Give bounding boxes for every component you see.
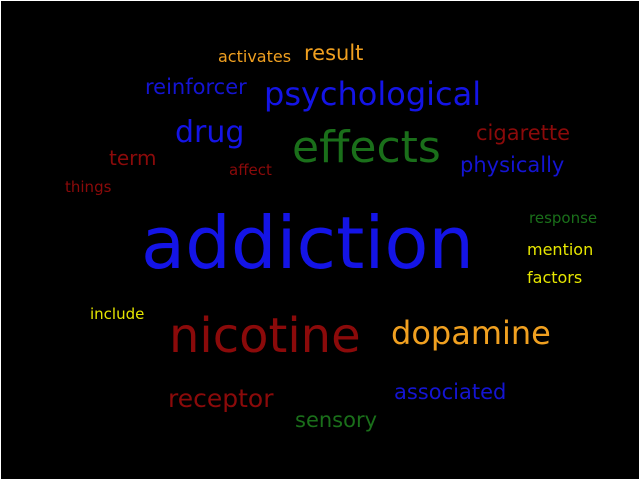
word-cigarette: cigarette [476, 121, 571, 145]
word-result: result [304, 41, 364, 65]
word-sensory: sensory [295, 408, 378, 432]
word-reinforcer: reinforcer [145, 75, 247, 99]
word-addiction: addiction [141, 201, 475, 285]
word-response: response [529, 209, 598, 227]
word-nicotine: nicotine [169, 308, 361, 364]
word-factors: factors [527, 268, 583, 287]
word-drug: drug [175, 115, 245, 150]
word-dopamine: dopamine [391, 314, 551, 352]
word-include: include [90, 305, 145, 323]
word-affect: affect [229, 161, 272, 179]
word-effects: effects [292, 122, 441, 173]
word-things: things [65, 178, 112, 196]
word-mention: mention [527, 240, 594, 259]
word-term: term [109, 146, 157, 170]
word-receptor: receptor [168, 384, 274, 413]
word-activates: activates [218, 47, 292, 66]
word-physically: physically [460, 153, 565, 177]
word-psychological: psychological [264, 75, 482, 113]
word-associated: associated [394, 380, 507, 404]
